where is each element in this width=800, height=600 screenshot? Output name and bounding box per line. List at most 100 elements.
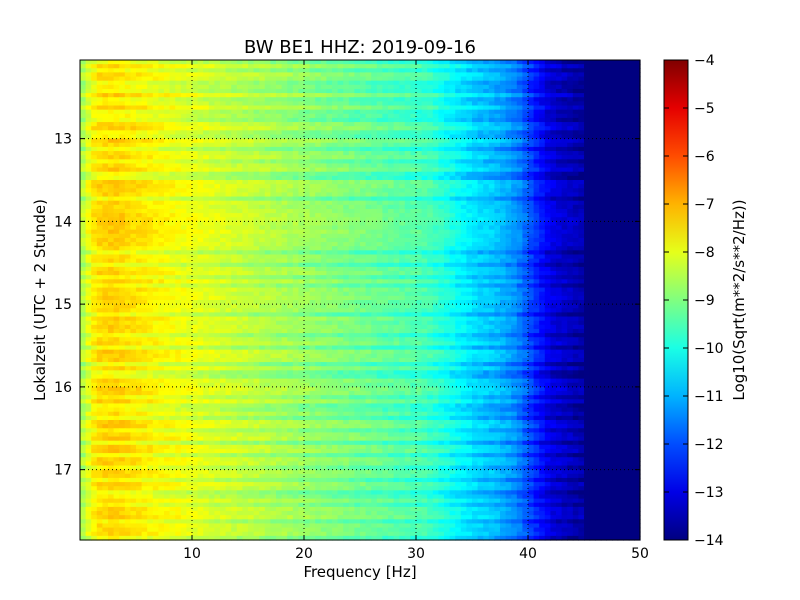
heatmap-cell xyxy=(113,117,120,123)
heatmap-cell xyxy=(500,113,507,119)
heatmap-cell xyxy=(432,188,439,194)
heatmap-cell xyxy=(399,242,406,247)
heatmap-cell xyxy=(253,262,260,268)
heatmap-cell xyxy=(500,101,507,107)
heatmap-cell xyxy=(214,188,221,194)
heatmap-cell xyxy=(500,60,507,65)
heatmap-cell xyxy=(203,167,210,173)
heatmap-cell xyxy=(572,208,579,214)
heatmap-cell xyxy=(124,258,131,264)
heatmap-cell xyxy=(119,72,126,78)
heatmap-cell xyxy=(136,175,143,181)
heatmap-cell xyxy=(169,204,176,210)
heatmap-cell xyxy=(466,84,473,90)
heatmap-cell xyxy=(281,229,288,235)
heatmap-cell xyxy=(298,204,305,210)
heatmap-cell xyxy=(539,126,546,131)
heatmap-cell xyxy=(589,250,596,256)
heatmap-cell xyxy=(180,155,187,160)
heatmap-cell xyxy=(466,134,473,140)
heatmap-cell xyxy=(158,130,165,136)
heatmap-cell xyxy=(91,180,98,185)
heatmap-cell xyxy=(494,180,501,185)
heatmap-cell xyxy=(348,117,355,123)
heatmap-cell xyxy=(612,254,619,260)
heatmap-cell xyxy=(287,138,294,144)
heatmap-cell xyxy=(589,229,596,235)
heatmap-cell xyxy=(96,130,103,136)
heatmap-cell xyxy=(326,64,333,69)
heatmap-cell xyxy=(382,84,389,90)
heatmap-cell xyxy=(320,192,327,198)
heatmap-cell xyxy=(287,155,294,160)
heatmap-cell xyxy=(483,146,490,152)
heatmap-cell xyxy=(102,196,109,202)
heatmap-cell xyxy=(192,122,199,127)
heatmap-cell xyxy=(427,163,434,169)
heatmap-cell xyxy=(578,221,585,227)
heatmap-cell xyxy=(606,167,613,173)
heatmap-cell xyxy=(444,188,451,194)
heatmap-cell xyxy=(388,97,395,102)
heatmap-cell xyxy=(612,142,619,148)
heatmap-cell xyxy=(533,117,540,123)
heatmap-cell xyxy=(612,208,619,214)
heatmap-cell xyxy=(326,258,333,264)
heatmap-cell xyxy=(483,130,490,136)
heatmap-cell xyxy=(175,192,182,198)
heatmap-cell xyxy=(584,64,591,69)
heatmap-cell xyxy=(382,237,389,243)
heatmap-cell xyxy=(203,60,210,65)
heatmap-cell xyxy=(96,233,103,239)
heatmap-cell xyxy=(141,97,148,102)
heatmap-cell xyxy=(164,76,171,82)
heatmap-cell xyxy=(466,130,473,136)
heatmap-cell xyxy=(466,167,473,173)
heatmap-cell xyxy=(91,258,98,264)
heatmap-cell xyxy=(634,250,641,256)
heatmap-cell xyxy=(108,134,115,140)
heatmap-cell xyxy=(192,97,199,102)
heatmap-cell xyxy=(320,167,327,173)
heatmap-cell xyxy=(606,254,613,260)
heatmap-cell xyxy=(113,159,120,165)
heatmap-cell xyxy=(371,208,378,214)
heatmap-cell xyxy=(376,217,383,222)
heatmap-cell xyxy=(438,122,445,127)
heatmap-cell xyxy=(388,254,395,260)
heatmap-cell xyxy=(85,88,92,94)
heatmap-cell xyxy=(96,126,103,131)
heatmap-cell xyxy=(460,151,467,156)
heatmap-cell xyxy=(488,217,495,222)
heatmap-cell xyxy=(516,163,523,169)
heatmap-cell xyxy=(432,93,439,98)
heatmap-cell xyxy=(528,213,535,218)
heatmap-cell xyxy=(444,93,451,98)
heatmap-cell xyxy=(376,122,383,127)
heatmap-cell xyxy=(382,196,389,202)
heatmap-cell xyxy=(634,101,641,107)
heatmap-cell xyxy=(287,192,294,198)
heatmap-cell xyxy=(236,229,243,235)
heatmap-cell xyxy=(147,242,154,247)
heatmap-cell xyxy=(208,64,215,69)
heatmap-cell xyxy=(578,180,585,185)
heatmap-cell xyxy=(203,80,210,86)
heatmap-cell xyxy=(416,146,423,152)
heatmap-cell xyxy=(477,213,484,218)
heatmap-cell xyxy=(416,80,423,86)
heatmap-cell xyxy=(304,68,311,74)
heatmap-cell xyxy=(281,213,288,218)
heatmap-cell xyxy=(449,196,456,202)
heatmap-cell xyxy=(460,188,467,194)
heatmap-cell xyxy=(236,122,243,127)
heatmap-cell xyxy=(365,146,372,152)
heatmap-cell xyxy=(141,217,148,222)
heatmap-cell xyxy=(141,155,148,160)
heatmap-cell xyxy=(371,97,378,102)
heatmap-cell xyxy=(192,196,199,202)
heatmap-cell xyxy=(483,97,490,102)
heatmap-cell xyxy=(466,142,473,148)
heatmap-cell xyxy=(119,242,126,247)
heatmap-cell xyxy=(477,142,484,148)
